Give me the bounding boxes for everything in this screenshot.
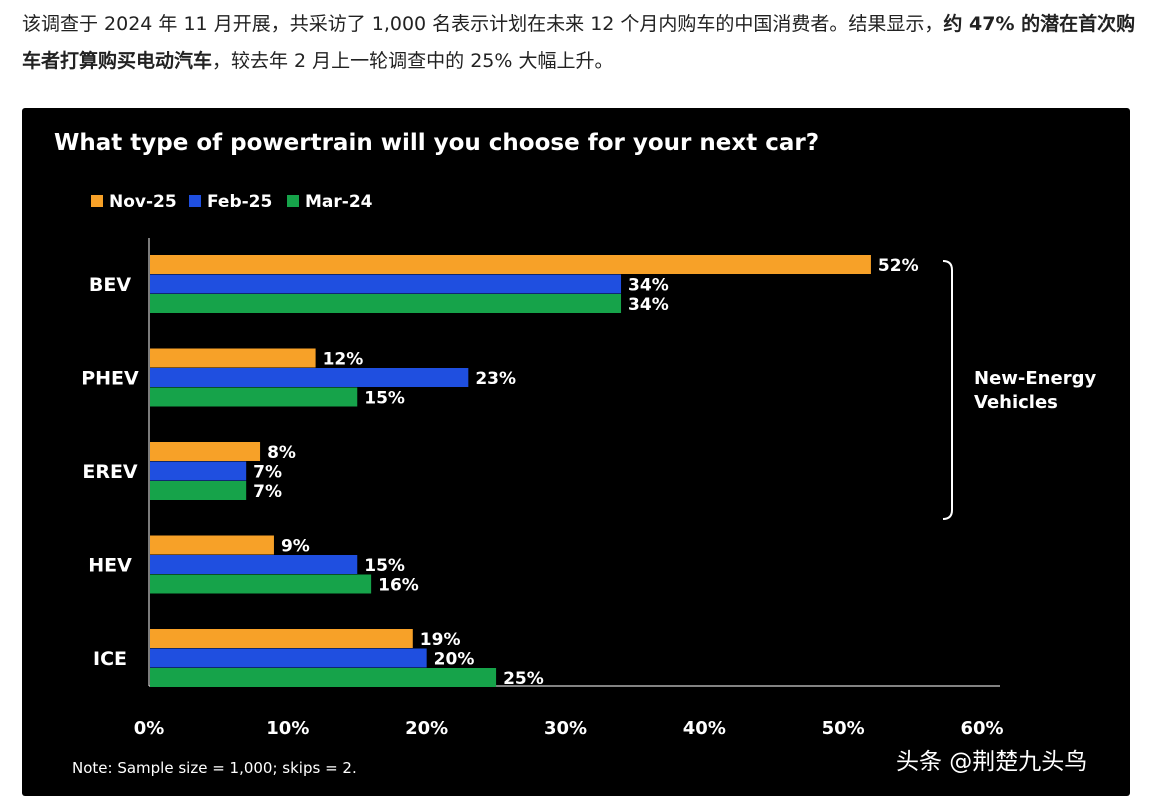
category-label-HEV: HEV xyxy=(88,555,132,577)
bar-HEV-Nov-25 xyxy=(150,535,274,555)
article-text-2: ，较去年 2 月上一轮调查中的 25% 大幅上升。 xyxy=(212,50,614,72)
powertrain-bar-chart: What type of powertrain will you choose … xyxy=(54,130,1096,777)
data-label-BEV-Nov-25: 52% xyxy=(878,256,919,276)
bar-PHEV-Mar-24 xyxy=(150,387,358,407)
article-text-bold: 约 47% 的潜在首次购车者打算购买电动汽车 xyxy=(22,13,1136,72)
category-label-ICE: ICE xyxy=(93,648,127,670)
legend-label-Mar-24: Mar-24 xyxy=(305,192,373,212)
bar-PHEV-Feb-25 xyxy=(150,368,469,387)
legend-label-Feb-25: Feb-25 xyxy=(207,192,272,212)
bar-ICE-Feb-25 xyxy=(150,648,427,668)
bar-ICE-Mar-24 xyxy=(150,668,497,687)
data-label-ICE-Feb-25: 20% xyxy=(434,650,475,670)
bar-BEV-Mar-24 xyxy=(150,294,622,313)
data-label-EREV-Nov-25: 8% xyxy=(267,443,296,463)
data-label-BEV-Feb-25: 34% xyxy=(628,276,669,296)
legend-swatch-Feb-25 xyxy=(189,195,201,207)
nev-bracket xyxy=(942,260,953,520)
x-tick-label: 10% xyxy=(266,718,309,739)
category-label-BEV: BEV xyxy=(89,274,131,296)
x-tick-label: 0% xyxy=(134,718,165,739)
data-label-PHEV-Feb-25: 23% xyxy=(475,369,516,389)
category-label-PHEV: PHEV xyxy=(81,368,139,390)
legend-swatch-Nov-25 xyxy=(91,195,103,207)
data-label-ICE-Nov-25: 19% xyxy=(420,630,461,650)
bar-EREV-Mar-24 xyxy=(150,481,247,500)
legend-swatch-Mar-24 xyxy=(287,195,299,207)
x-tick-label: 50% xyxy=(822,718,865,739)
data-label-PHEV-Nov-25: 12% xyxy=(323,350,364,370)
data-label-EREV-Feb-25: 7% xyxy=(253,463,282,483)
bar-BEV-Nov-25 xyxy=(150,255,871,274)
data-label-HEV-Nov-25: 9% xyxy=(281,537,310,557)
chart-title: What type of powertrain will you choose … xyxy=(54,130,819,156)
x-tick-label: 30% xyxy=(544,718,587,739)
bar-EREV-Nov-25 xyxy=(150,442,261,461)
watermark: 头条 @荆楚九头鸟 xyxy=(896,749,1088,775)
bracket-label-line-2: Vehicles xyxy=(974,392,1058,413)
x-tick-label: 40% xyxy=(683,718,726,739)
legend-label-Nov-25: Nov-25 xyxy=(109,192,177,212)
article-paragraph: 该调查于 2024 年 11 月开展，共采访了 1,000 名表示计划在未来 1… xyxy=(22,6,1142,80)
bar-PHEV-Nov-25 xyxy=(150,348,316,368)
data-label-ICE-Mar-24: 25% xyxy=(503,669,544,689)
x-tick-label: 60% xyxy=(960,718,1003,739)
data-label-BEV-Mar-24: 34% xyxy=(628,295,669,315)
x-tick-label: 20% xyxy=(405,718,448,739)
data-label-EREV-Mar-24: 7% xyxy=(253,482,282,502)
data-label-HEV-Mar-24: 16% xyxy=(378,576,419,596)
bar-HEV-Feb-25 xyxy=(150,555,358,574)
data-label-PHEV-Mar-24: 15% xyxy=(364,389,405,409)
data-label-HEV-Feb-25: 15% xyxy=(364,556,405,576)
bar-HEV-Mar-24 xyxy=(150,574,372,594)
category-label-EREV: EREV xyxy=(82,461,138,483)
bar-ICE-Nov-25 xyxy=(150,629,413,648)
bar-EREV-Feb-25 xyxy=(150,461,247,481)
bracket-label-line-1: New-Energy xyxy=(974,368,1096,389)
article-text-1: 该调查于 2024 年 11 月开展，共采访了 1,000 名表示计划在未来 1… xyxy=(22,13,944,35)
chart-panel: What type of powertrain will you choose … xyxy=(22,108,1130,796)
chart-note: Note: Sample size = 1,000; skips = 2. xyxy=(72,759,357,777)
bar-BEV-Feb-25 xyxy=(150,274,622,294)
